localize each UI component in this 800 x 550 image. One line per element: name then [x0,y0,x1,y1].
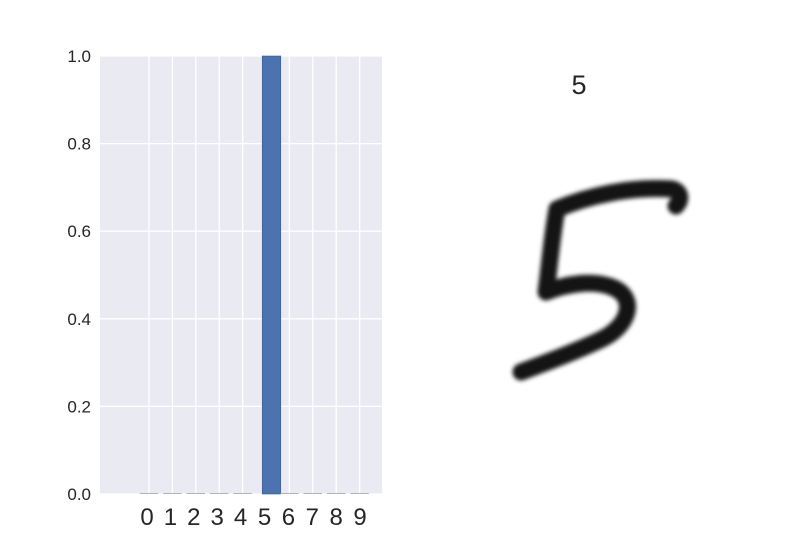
x-tick-label: 9 [353,504,366,531]
bar-1 [163,493,182,494]
digit-title: 5 [571,70,586,100]
bar-9 [350,493,369,494]
y-tick-label: 0.0 [67,485,91,504]
y-tick-label: 0.6 [67,222,91,241]
y-tick-label: 0.4 [67,310,91,329]
bar-7 [303,493,323,494]
bar-5 [261,55,282,495]
y-tick-labels: 0.0 0.2 0.4 0.6 0.8 1.0 [67,47,91,504]
x-tick-label: 1 [164,504,177,531]
y-tick-label: 0.8 [67,135,91,154]
x-tick-label: 8 [330,504,343,531]
bars [139,55,369,495]
bar-8 [326,493,346,494]
bar-4 [233,493,252,494]
handwritten-digit-5-image [512,179,689,381]
y-tick-label: 1.0 [67,47,91,66]
x-tick-label: 5 [258,504,271,531]
x-tick-label: 7 [306,504,319,531]
y-tick-label: 0.2 [67,397,91,416]
x-tick-label: 4 [234,504,247,531]
x-tick-label: 2 [187,504,200,531]
digit-image-panel: 5 [512,70,689,381]
bar-2 [186,493,206,494]
x-tick-label: 0 [140,504,153,531]
bar-6 [280,493,299,494]
bar-3 [209,493,229,494]
x-tick-label: 3 [211,504,224,531]
x-tick-label: 6 [282,504,295,531]
bar-0 [139,493,159,494]
plot-area [100,56,382,494]
